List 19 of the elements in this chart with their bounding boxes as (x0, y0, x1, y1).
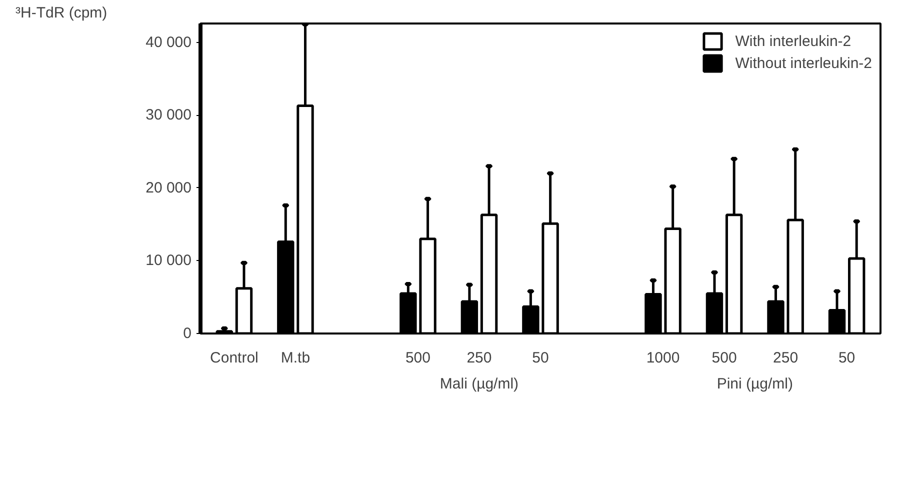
y-tick-label: 0 (183, 325, 192, 342)
y-tick-label: 20 000 (146, 179, 192, 196)
legend-label: Without interleukin-2 (735, 54, 872, 72)
x-tick-label: 250 (773, 350, 798, 366)
x-tick-label: 250 (466, 350, 492, 366)
text: Pini (µg/ml) (716, 376, 793, 392)
x-tick-label: M.tb (280, 350, 310, 366)
text: Mali (µg/ml) (440, 376, 519, 392)
x-tick-label: 500 (712, 350, 737, 366)
legend-label: With interleukin-2 (735, 32, 852, 50)
x-tick-label: 50 (838, 350, 856, 366)
x-tick-label: Control (210, 350, 258, 366)
y-tick-label: 40 000 (146, 34, 192, 51)
y-tick-label: 30 000 (146, 106, 192, 124)
x-tick-label: 500 (405, 350, 430, 366)
x-tick-label: 1000 (646, 350, 680, 366)
y-axis-title: ³H-TdR (cpm) (16, 4, 108, 22)
y-tick-label: 10 000 (146, 252, 192, 270)
x-tick-label: 50 (532, 350, 549, 366)
